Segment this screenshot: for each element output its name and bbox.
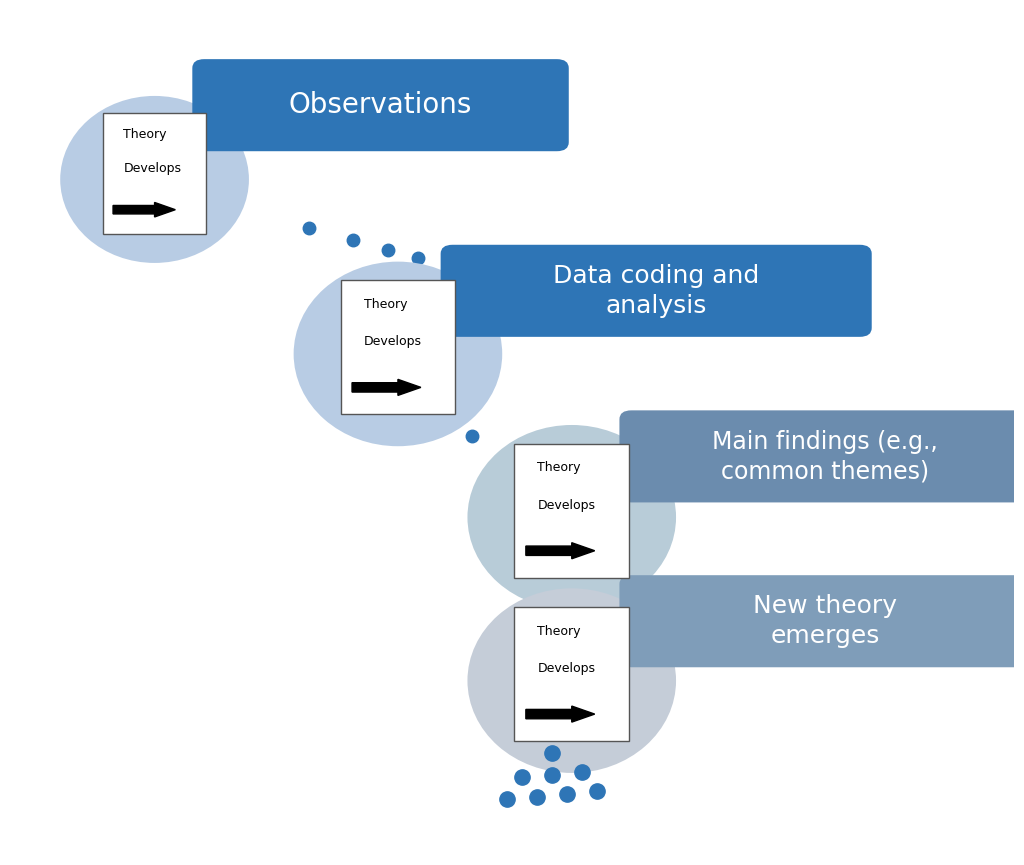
FancyBboxPatch shape: [620, 410, 1024, 503]
Text: Data coding and
analysis: Data coding and analysis: [553, 264, 760, 317]
Text: Observations: Observations: [289, 91, 472, 119]
Text: New theory
emerges: New theory emerges: [753, 594, 897, 648]
Text: Theory: Theory: [538, 461, 581, 474]
FancyBboxPatch shape: [193, 59, 568, 151]
FancyBboxPatch shape: [341, 280, 456, 414]
Text: Develops: Develops: [364, 336, 422, 349]
FancyArrow shape: [113, 202, 175, 217]
Ellipse shape: [60, 96, 249, 263]
Text: Develops: Develops: [538, 499, 595, 512]
Text: Theory: Theory: [364, 298, 407, 311]
FancyBboxPatch shape: [514, 444, 629, 578]
FancyBboxPatch shape: [440, 245, 871, 336]
FancyArrow shape: [526, 542, 595, 559]
Ellipse shape: [294, 261, 502, 446]
Ellipse shape: [467, 425, 676, 610]
FancyArrow shape: [526, 706, 595, 722]
FancyBboxPatch shape: [620, 575, 1024, 667]
FancyBboxPatch shape: [514, 607, 629, 740]
FancyArrow shape: [352, 380, 421, 395]
Text: Main findings (e.g.,
common themes): Main findings (e.g., common themes): [712, 430, 938, 484]
FancyBboxPatch shape: [102, 112, 207, 234]
Text: Theory: Theory: [124, 128, 167, 141]
Text: Theory: Theory: [538, 625, 581, 638]
Ellipse shape: [467, 588, 676, 773]
Text: Develops: Develops: [538, 662, 595, 675]
Text: Develops: Develops: [124, 162, 181, 175]
